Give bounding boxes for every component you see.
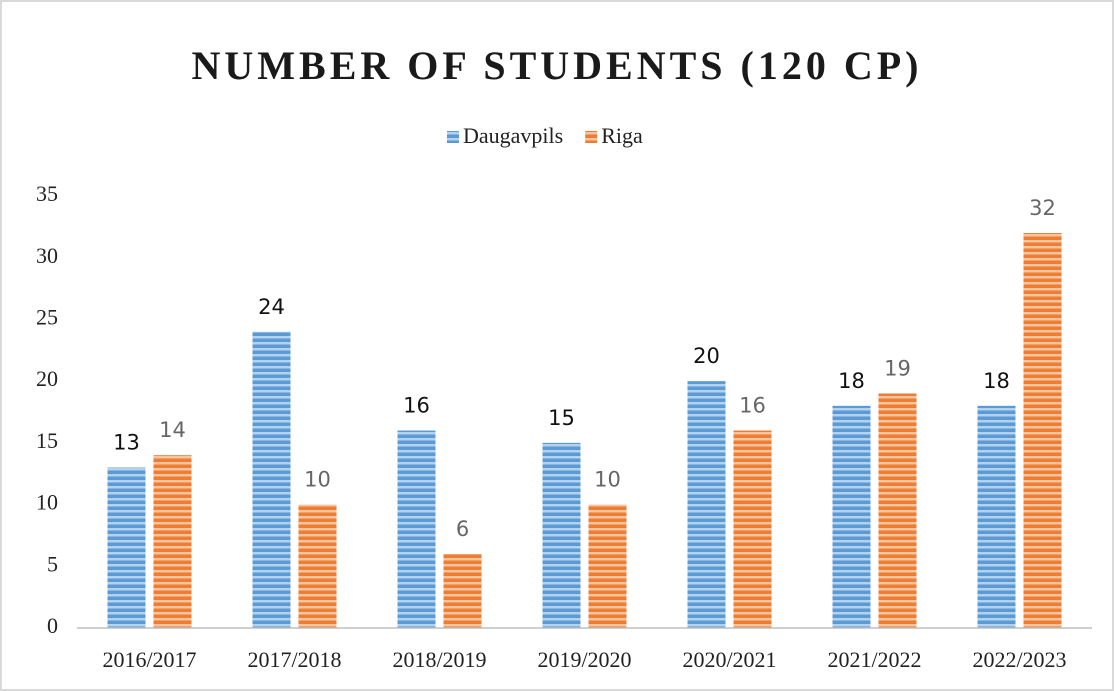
chart-title: NUMBER OF STUDENTS (120 CP)	[192, 43, 923, 88]
legend-marker	[447, 131, 459, 143]
data-label: 15	[548, 406, 575, 430]
x-tick-label: 2019/2020	[537, 647, 631, 672]
data-label: 19	[884, 356, 911, 380]
data-label: 18	[838, 369, 865, 393]
bar	[107, 467, 146, 628]
data-label: 13	[113, 431, 140, 455]
data-label: 16	[739, 394, 766, 418]
y-tick-label: 15	[36, 428, 58, 453]
bar	[153, 455, 192, 628]
bar	[397, 430, 436, 628]
bar	[443, 553, 482, 628]
bar	[977, 405, 1016, 628]
data-label: 6	[456, 517, 469, 541]
x-tick-label: 2018/2019	[392, 647, 486, 672]
legend-label: Riga	[601, 123, 643, 148]
data-label: 16	[403, 394, 430, 418]
x-tick-label: 2017/2018	[247, 647, 341, 672]
data-label: 10	[304, 468, 331, 492]
x-tick-label: 2021/2022	[827, 647, 921, 672]
y-tick-label: 25	[36, 304, 58, 329]
y-tick-label: 0	[47, 613, 58, 638]
x-tick-label: 2020/2021	[682, 647, 776, 672]
bar	[1023, 233, 1062, 628]
data-label: 24	[258, 295, 285, 319]
bar	[733, 430, 772, 628]
bar	[298, 504, 337, 628]
data-label: 18	[983, 369, 1010, 393]
data-label: 32	[1029, 196, 1056, 220]
x-tick-label: 2016/2017	[102, 647, 196, 672]
y-tick-label: 20	[36, 366, 58, 391]
bar	[542, 442, 581, 628]
y-tick-label: 10	[36, 490, 58, 515]
data-label: 14	[159, 418, 186, 442]
y-tick-label: 5	[47, 551, 58, 576]
bar	[832, 405, 871, 628]
data-label: 10	[594, 468, 621, 492]
bar	[878, 393, 917, 628]
bar	[252, 331, 291, 628]
bar	[687, 381, 726, 628]
y-tick-label: 35	[36, 181, 58, 206]
legend-marker	[585, 131, 598, 143]
y-tick-label: 30	[36, 243, 58, 268]
legend-label: Daugavpils	[463, 123, 563, 148]
data-label: 20	[693, 344, 720, 368]
x-tick-label: 2022/2023	[972, 647, 1066, 672]
bar	[588, 504, 627, 628]
